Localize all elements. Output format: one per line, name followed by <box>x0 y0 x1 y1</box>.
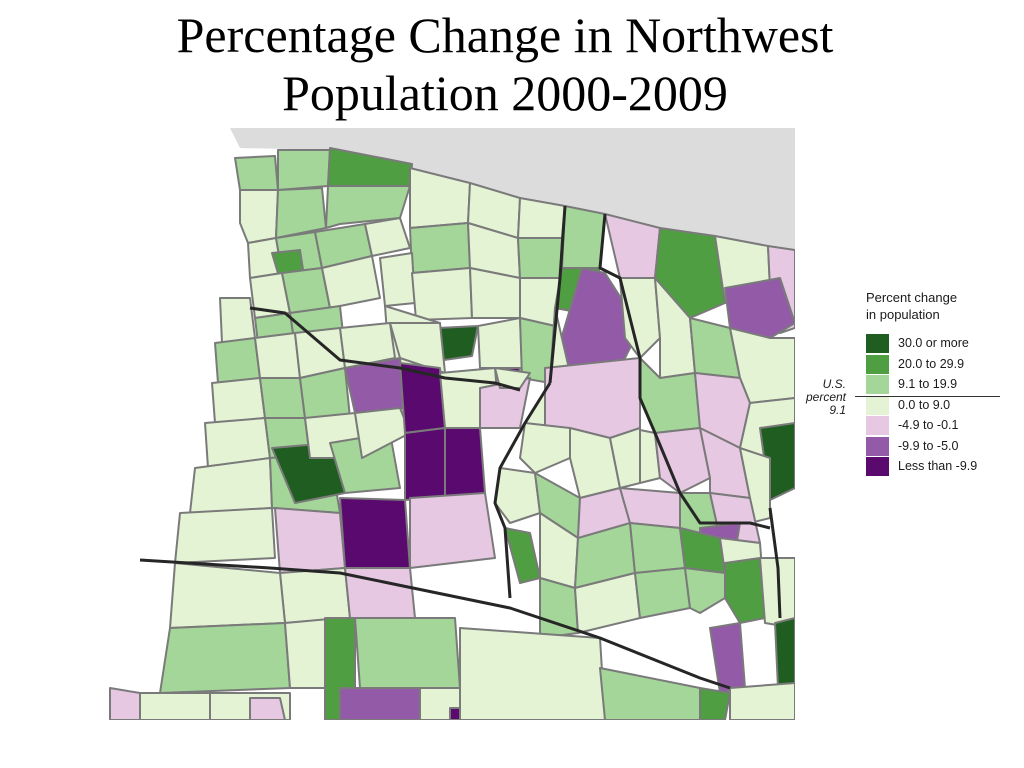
county <box>379 252 416 307</box>
county <box>169 562 286 629</box>
us-note-line-3: 9.1 <box>829 403 846 417</box>
page-title: Percentage Change in Northwest Populatio… <box>0 6 1010 122</box>
county <box>724 277 795 339</box>
county <box>109 687 141 720</box>
legend-item: Less than -9.9 <box>866 457 1021 478</box>
state-border-or-id <box>493 382 552 599</box>
county <box>494 367 531 389</box>
legend-swatch <box>866 334 889 353</box>
county <box>299 367 351 419</box>
county <box>189 457 273 514</box>
title-line-2: Population 2000-2009 <box>282 65 728 121</box>
county <box>354 617 461 689</box>
county <box>254 332 301 379</box>
county <box>629 522 686 574</box>
legend-item: 9.1 to 19.9 <box>866 375 1021 396</box>
county <box>211 377 266 424</box>
county <box>277 149 331 191</box>
legend-item: 30.0 or more <box>866 334 1021 355</box>
county <box>609 427 641 489</box>
county <box>739 447 771 524</box>
county <box>729 682 795 720</box>
legend-label: Less than -9.9 <box>898 459 978 473</box>
county <box>174 507 276 564</box>
legend-swatch <box>866 395 889 415</box>
legend-swatch <box>866 354 889 374</box>
county <box>469 267 521 319</box>
county <box>339 497 411 569</box>
legend-label: 30.0 or more <box>898 336 969 350</box>
county <box>139 692 211 720</box>
county <box>699 687 731 720</box>
county <box>459 627 606 720</box>
canada-region <box>230 128 795 254</box>
county <box>444 427 486 499</box>
county <box>619 277 661 359</box>
legend-swatch <box>866 436 889 456</box>
legend-label: 20.0 to 29.9 <box>898 356 965 371</box>
county <box>477 317 523 369</box>
county <box>325 185 411 229</box>
title-line-1: Percentage Change in Northwest <box>176 7 834 63</box>
county <box>249 697 286 720</box>
legend-items: 30.0 or more 20.0 to 29.9 9.1 to 19.9 0.… <box>866 334 1021 478</box>
legend-label: -9.9 to -5.0 <box>898 438 959 453</box>
county <box>321 255 381 309</box>
state-border-id-wy <box>768 507 782 619</box>
county <box>774 617 795 689</box>
county <box>259 377 306 419</box>
legend-item: 20.0 to 29.9 <box>866 354 1021 376</box>
state-border-or-ca-nv <box>139 558 731 690</box>
map-legend: Percent change in population 30.0 or mor… <box>855 286 1024 486</box>
legend-label: -4.9 to -0.1 <box>898 418 959 432</box>
county <box>599 667 701 720</box>
legend-item: 0.0 to 9.0 <box>866 395 1021 417</box>
county <box>339 687 426 720</box>
county <box>517 237 563 279</box>
legend-title: Percent change in population <box>866 289 957 323</box>
county <box>517 197 566 239</box>
county <box>519 422 571 474</box>
county <box>561 205 606 269</box>
legend-item: -9.9 to -5.0 <box>866 436 1021 458</box>
us-note-line-2: percent <box>805 390 846 404</box>
state-border-wa-id <box>548 205 567 384</box>
us-percent-note: U.S. percent 9.1 <box>790 378 846 417</box>
county <box>159 622 291 694</box>
county <box>219 297 256 344</box>
legend-title-line-1: Percent change <box>866 290 958 305</box>
county <box>634 567 691 619</box>
county <box>409 492 496 569</box>
county <box>411 267 473 321</box>
county <box>619 487 681 529</box>
county <box>409 222 471 274</box>
us-note-line-1: U.S. <box>822 377 846 391</box>
legend-swatch <box>866 416 889 435</box>
legend-title-line-2: in population <box>866 307 940 322</box>
county <box>654 427 711 494</box>
legend-swatch <box>866 375 889 394</box>
county <box>404 427 446 501</box>
legend-label: 0.0 to 9.0 <box>898 397 951 412</box>
legend-swatch <box>866 457 889 476</box>
legend-item: -4.9 to -0.1 <box>866 416 1021 437</box>
county <box>279 567 351 624</box>
us-percent-divider <box>855 396 1000 397</box>
state-border-id-mt <box>598 213 771 530</box>
population-change-map <box>100 128 795 720</box>
county <box>684 567 726 614</box>
state-border-wa-or <box>249 306 521 392</box>
legend-label: 9.1 to 19.9 <box>898 377 958 391</box>
county <box>274 507 346 574</box>
county <box>654 227 726 319</box>
county <box>214 337 261 384</box>
county <box>239 189 279 244</box>
pacific-ocean <box>100 128 240 720</box>
